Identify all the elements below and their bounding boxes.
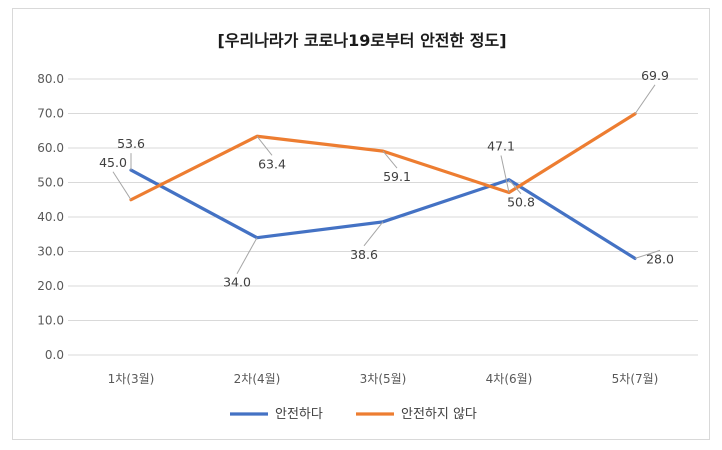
data-label: 59.1 [383, 169, 411, 184]
y-tick-label: 60.0 [37, 141, 64, 155]
data-label: 38.6 [350, 247, 378, 262]
leader-line [382, 150, 398, 169]
y-tick-label: 10.0 [37, 314, 64, 328]
chart-title: [우리나라가 코로나19로부터 안전한 정도] [217, 31, 506, 50]
leader-line [256, 135, 273, 156]
y-tick-label: 70.0 [37, 107, 64, 121]
leader-line [508, 179, 522, 195]
series-line-2 [129, 112, 637, 202]
data-label: 45.0 [99, 155, 127, 170]
series-lines [129, 112, 637, 260]
y-axis-ticks: 0.0 10.0 20.0 30.0 40.0 50.0 60.0 70.0 80.0 [37, 72, 64, 362]
leader-line [112, 171, 132, 201]
data-label: 69.9 [641, 68, 669, 83]
leader-line [634, 249, 661, 259]
leader-line [500, 155, 510, 193]
chart-container: [우리나라가 코로나19로부터 안전한 정도] 0.0 10.0 20.0 30.0 4… [12, 8, 710, 440]
data-labels: 53.6 34.0 38.6 50.8 28.0 45.0 63.4 59.1 47.1 69.9 [99, 68, 674, 290]
x-tick-label: 5차(7월) [612, 372, 659, 386]
x-axis-ticks: 1차(3월) 2차(4월) 3차(5월) 4차(6월) 5차(7월) [108, 372, 659, 386]
data-label: 34.0 [223, 275, 251, 290]
data-label: 47.1 [487, 139, 515, 154]
x-tick-label: 1차(3월) [108, 372, 155, 386]
gridlines [68, 78, 698, 356]
y-tick-label: 80.0 [37, 72, 64, 86]
leader-line [634, 84, 656, 115]
x-tick-label: 4차(6월) [486, 372, 533, 386]
leader-line [236, 237, 258, 274]
data-label: 53.6 [117, 136, 145, 151]
y-tick-label: 0.0 [45, 348, 64, 362]
y-tick-label: 50.0 [37, 176, 64, 190]
leader-line [363, 221, 384, 247]
y-tick-label: 30.0 [37, 245, 64, 259]
x-tick-label: 2차(4월) [234, 372, 281, 386]
data-label: 28.0 [646, 251, 674, 266]
legend: 안전하다 안전하지 않다 [230, 407, 477, 422]
y-tick-label: 20.0 [37, 279, 64, 293]
legend-label: 안전하다 [275, 407, 323, 422]
data-label: 50.8 [507, 195, 535, 210]
y-tick-label: 40.0 [37, 210, 64, 224]
data-label: 63.4 [258, 156, 286, 171]
x-tick-label: 3차(5월) [360, 372, 407, 386]
chart-canvas: [우리나라가 코로나19로부터 안전한 정도] 0.0 10.0 20.0 30.0 4… [37, 31, 698, 422]
legend-label: 안전하지 않다 [401, 407, 477, 422]
